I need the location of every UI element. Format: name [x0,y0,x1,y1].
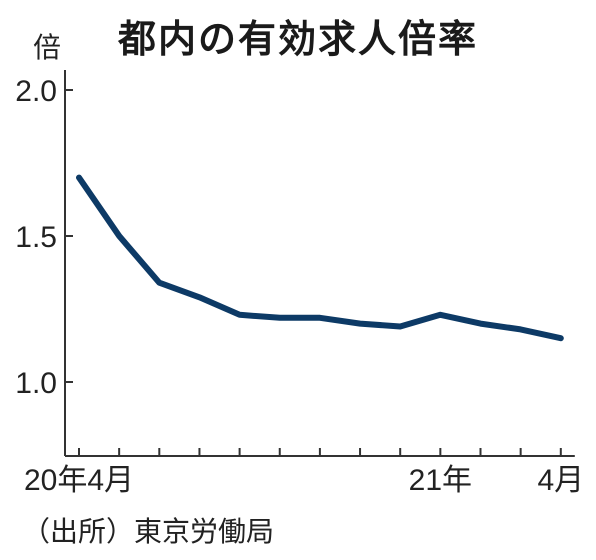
chart-title: 都内の有効求人倍率 [117,17,478,61]
x-tick-label: 4月 [537,464,584,497]
source-note: （出所）東京労働局 [22,515,275,548]
x-tick-label: 21年 [409,464,472,497]
series-line [76,174,564,342]
y-tick-label: 1.0 [15,367,57,400]
y-tick-label: 2.0 [15,75,57,108]
y-axis-unit-label: 倍 [33,31,62,64]
y-tick-label: 1.5 [15,221,57,254]
x-tick-label: 20年4月 [24,464,134,497]
